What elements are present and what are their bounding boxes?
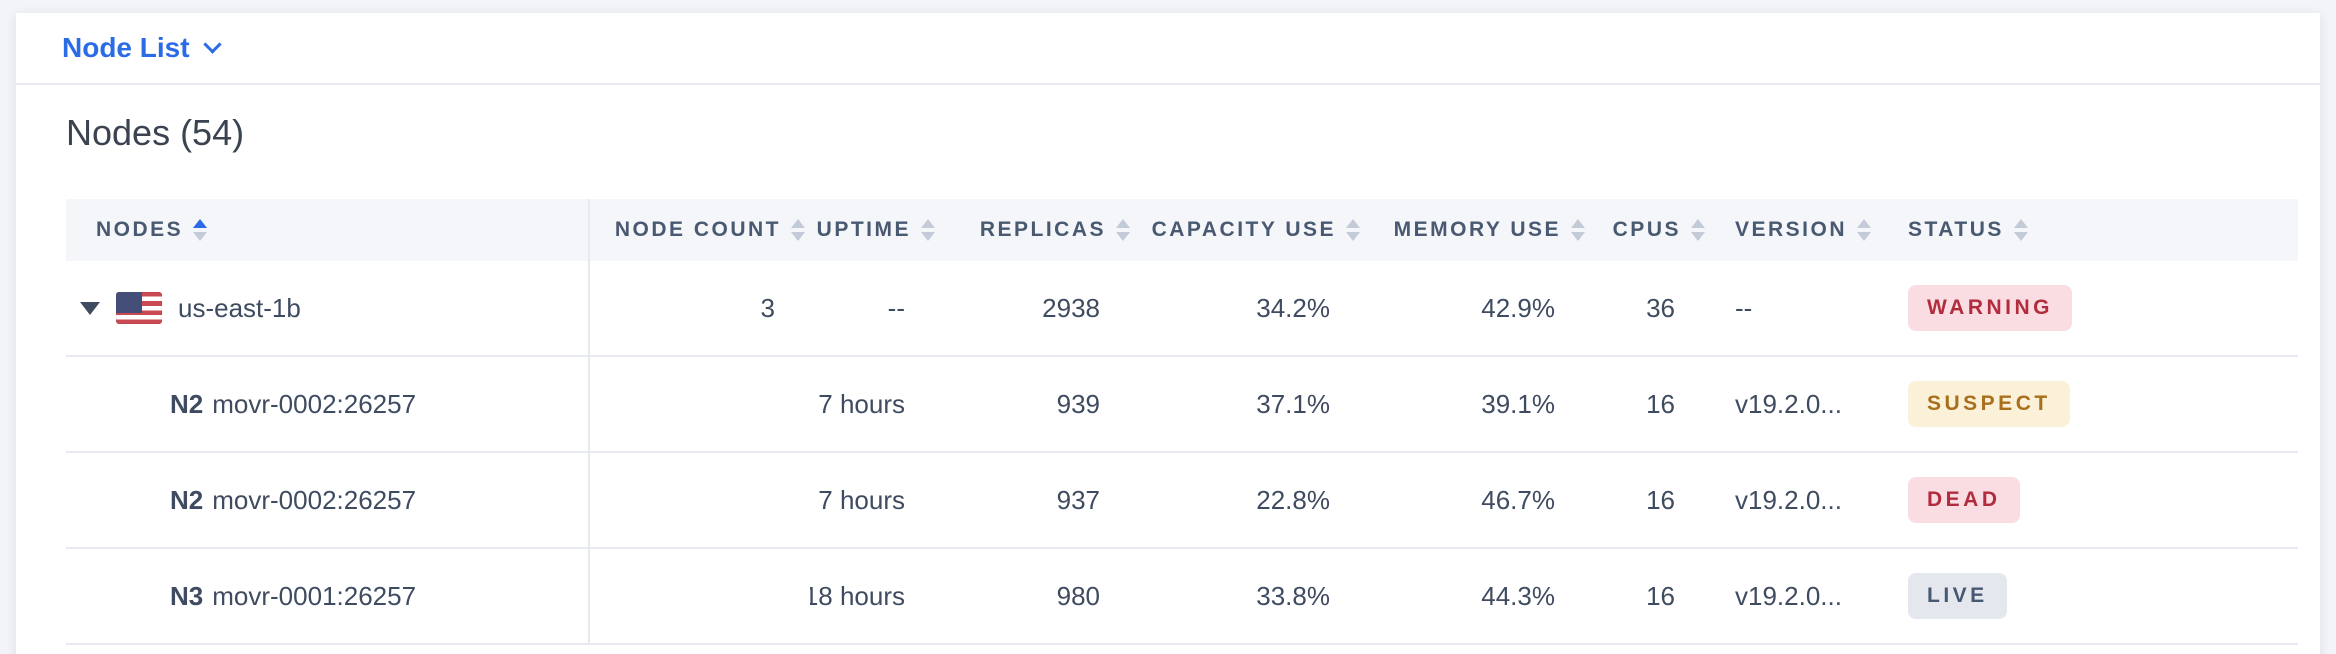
region-name: us-east-1b xyxy=(178,292,301,323)
memory-use-cell: 39.1% xyxy=(1481,388,1555,419)
column-label: NODES xyxy=(96,218,184,241)
node-address: movr-0001:26257 xyxy=(212,580,417,611)
sort-icon[interactable] xyxy=(1571,219,1585,241)
column-header-version[interactable]: VERSION xyxy=(1710,199,1900,261)
node-id: N2 xyxy=(170,388,204,419)
nodes-table: NODES NODE COUNT UPTIME REPLICAS xyxy=(66,199,2298,645)
table-row-region[interactable]: us-east-1b 3 -- 2938 34.2% 42.9% 36 -- W… xyxy=(66,261,2298,357)
table-row-node[interactable]: N3 movr-0001:26257 18 hours 980 33.8% 44… xyxy=(66,549,2298,645)
capacity-use-cell: 22.8% xyxy=(1256,484,1330,515)
replicas-cell: 980 xyxy=(1056,580,1100,611)
node-list-card: Node List Nodes (54) NODES NODE COUNT xyxy=(16,13,2320,654)
replicas-cell: 937 xyxy=(1056,484,1100,515)
status-cell: WARNING xyxy=(1900,261,2298,355)
sort-icon[interactable] xyxy=(2013,219,2028,241)
status-badge: DEAD xyxy=(1908,477,2020,523)
column-header-replicas[interactable]: REPLICAS xyxy=(940,199,1135,261)
status-badge: SUSPECT xyxy=(1908,381,2070,427)
chevron-down-icon xyxy=(202,34,222,54)
node-count-cell: 3 xyxy=(760,292,775,323)
sort-icon[interactable] xyxy=(1116,219,1130,241)
node-name-cell[interactable]: N2 movr-0002:26257 xyxy=(66,453,590,547)
sort-icon[interactable] xyxy=(1857,219,1872,241)
version-cell: v19.2.0... xyxy=(1735,484,1842,515)
column-label: REPLICAS xyxy=(979,218,1106,241)
node-name-cell[interactable]: N2 movr-0002:26257 xyxy=(66,357,590,451)
memory-use-cell: 42.9% xyxy=(1481,292,1555,323)
column-label: CPUS xyxy=(1612,218,1681,241)
column-label: CAPACITY USE xyxy=(1151,218,1336,241)
table-row-node[interactable]: N2 movr-0002:26257 7 hours 937 22.8% 46.… xyxy=(66,453,2298,549)
column-label: VERSION xyxy=(1735,218,1848,241)
status-cell: SUSPECT xyxy=(1900,357,2298,451)
uptime-cell: 18 hours xyxy=(810,580,905,611)
replicas-cell: 2938 xyxy=(1042,292,1100,323)
cpus-cell: 16 xyxy=(1646,388,1675,419)
sort-icon[interactable] xyxy=(921,219,935,241)
column-header-capacity-use[interactable]: CAPACITY USE xyxy=(1135,199,1365,261)
uptime-cell: -- xyxy=(887,292,905,323)
node-name-cell[interactable]: N3 movr-0001:26257 xyxy=(66,549,590,643)
sort-icon[interactable] xyxy=(1691,219,1705,241)
capacity-use-cell: 34.2% xyxy=(1256,292,1330,323)
collapse-caret-icon[interactable] xyxy=(80,301,100,315)
region-cell: us-east-1b xyxy=(66,261,590,355)
node-id: N2 xyxy=(170,484,204,515)
capacity-use-cell: 37.1% xyxy=(1256,388,1330,419)
uptime-cell: 7 hours xyxy=(818,484,905,515)
status-badge: LIVE xyxy=(1908,573,2007,619)
table-row-node[interactable]: N2 movr-0002:26257 7 hours 939 37.1% 39.… xyxy=(66,357,2298,453)
status-cell: LIVE xyxy=(1900,549,2298,643)
status-cell: DEAD xyxy=(1900,453,2298,547)
node-address: movr-0002:26257 xyxy=(212,388,417,419)
us-flag-icon xyxy=(116,292,162,324)
cpus-cell: 36 xyxy=(1646,292,1675,323)
memory-use-cell: 44.3% xyxy=(1481,580,1555,611)
node-id: N3 xyxy=(170,580,204,611)
status-badge: WARNING xyxy=(1908,285,2072,331)
column-label: UPTIME xyxy=(816,218,911,241)
node-count-cell xyxy=(590,549,810,643)
replicas-cell: 939 xyxy=(1056,388,1100,419)
memory-use-cell: 46.7% xyxy=(1481,484,1555,515)
column-header-cpus[interactable]: CPUS xyxy=(1590,199,1710,261)
cpus-cell: 16 xyxy=(1646,484,1675,515)
version-cell: v19.2.0... xyxy=(1735,388,1842,419)
column-header-node-count[interactable]: NODE COUNT xyxy=(590,199,810,261)
column-header-status[interactable]: STATUS xyxy=(1900,199,2298,261)
column-label: MEMORY USE xyxy=(1393,218,1561,241)
sort-icon[interactable] xyxy=(791,219,805,241)
sort-icon[interactable] xyxy=(193,219,208,241)
page-title: Nodes (54) xyxy=(66,112,245,153)
version-cell: -- xyxy=(1735,292,1753,323)
column-header-uptime[interactable]: UPTIME xyxy=(810,199,940,261)
column-label: STATUS xyxy=(1908,218,2004,241)
node-count-cell xyxy=(590,453,810,547)
view-topbar: Node List xyxy=(16,13,2320,85)
node-address: movr-0002:26257 xyxy=(212,484,417,515)
cpus-cell: 16 xyxy=(1646,580,1675,611)
table-header-row: NODES NODE COUNT UPTIME REPLICAS xyxy=(66,199,2298,261)
sort-icon[interactable] xyxy=(1346,219,1360,241)
column-header-nodes[interactable]: NODES xyxy=(66,199,590,261)
nodes-content: Nodes (54) NODES NODE COUNT UPTIME xyxy=(16,111,2320,645)
capacity-use-cell: 33.8% xyxy=(1256,580,1330,611)
column-header-memory-use[interactable]: MEMORY USE xyxy=(1365,199,1590,261)
node-count-cell xyxy=(590,357,810,451)
view-mode-label: Node List xyxy=(62,32,190,63)
column-label: NODE COUNT xyxy=(614,218,781,241)
uptime-cell: 7 hours xyxy=(818,388,905,419)
version-cell: v19.2.0... xyxy=(1735,580,1842,611)
view-mode-dropdown[interactable]: Node List xyxy=(62,32,222,64)
